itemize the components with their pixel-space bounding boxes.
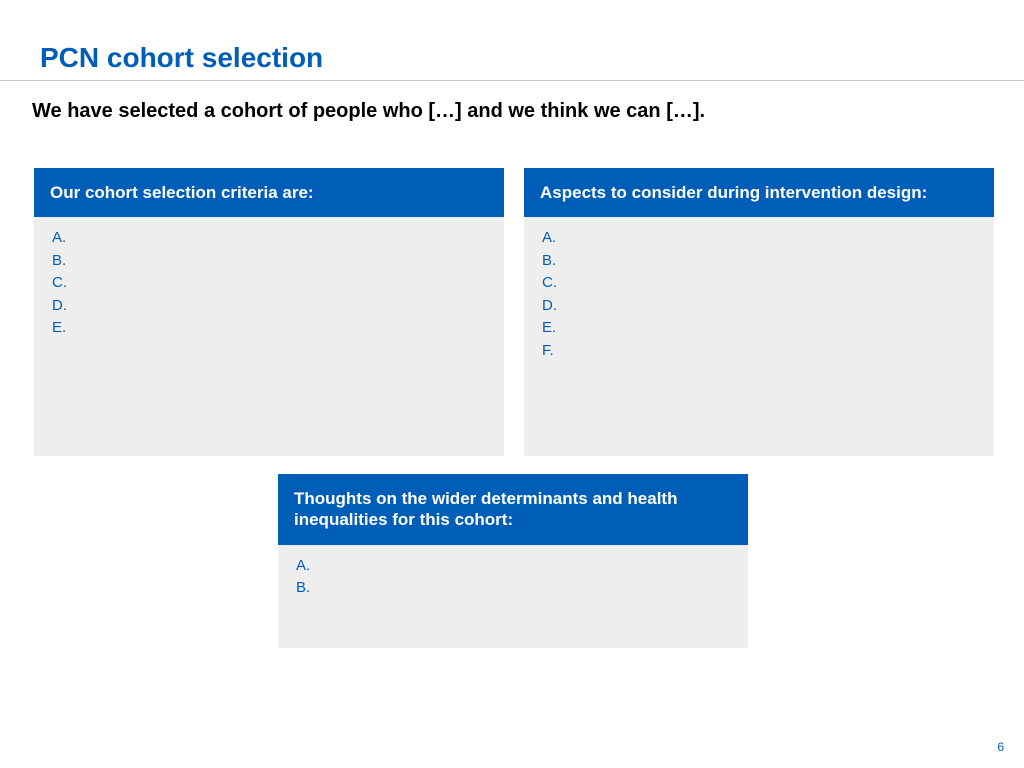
list-item: D. xyxy=(52,295,486,318)
card-aspects-header: Aspects to consider during intervention … xyxy=(524,168,994,217)
list-item: A. xyxy=(542,227,976,250)
list-item: B. xyxy=(52,250,486,273)
slide: PCN cohort selection We have selected a … xyxy=(0,0,1024,768)
page-title: PCN cohort selection xyxy=(40,42,323,74)
list-item: C. xyxy=(542,272,976,295)
card-aspects: Aspects to consider during intervention … xyxy=(524,168,994,456)
list-item: B. xyxy=(542,250,976,273)
list-item: F. xyxy=(542,340,976,363)
card-criteria: Our cohort selection criteria are: A. B.… xyxy=(34,168,504,456)
list-item: E. xyxy=(542,317,976,340)
list-item: C. xyxy=(52,272,486,295)
card-criteria-header: Our cohort selection criteria are: xyxy=(34,168,504,217)
list-item: D. xyxy=(542,295,976,318)
page-subtitle: We have selected a cohort of people who … xyxy=(32,100,705,123)
list-item: A. xyxy=(52,227,486,250)
list-item: A. xyxy=(296,555,730,578)
card-thoughts: Thoughts on the wider determinants and h… xyxy=(278,474,748,648)
list-item: E. xyxy=(52,317,486,340)
card-thoughts-header: Thoughts on the wider determinants and h… xyxy=(278,474,748,545)
list-item: B. xyxy=(296,577,730,600)
page-number: 6 xyxy=(997,740,1004,754)
card-aspects-body: A. B. C. D. E. F. xyxy=(524,217,994,378)
card-criteria-body: A. B. C. D. E. xyxy=(34,217,504,356)
title-divider xyxy=(0,80,1024,81)
card-thoughts-body: A. B. xyxy=(278,545,748,616)
